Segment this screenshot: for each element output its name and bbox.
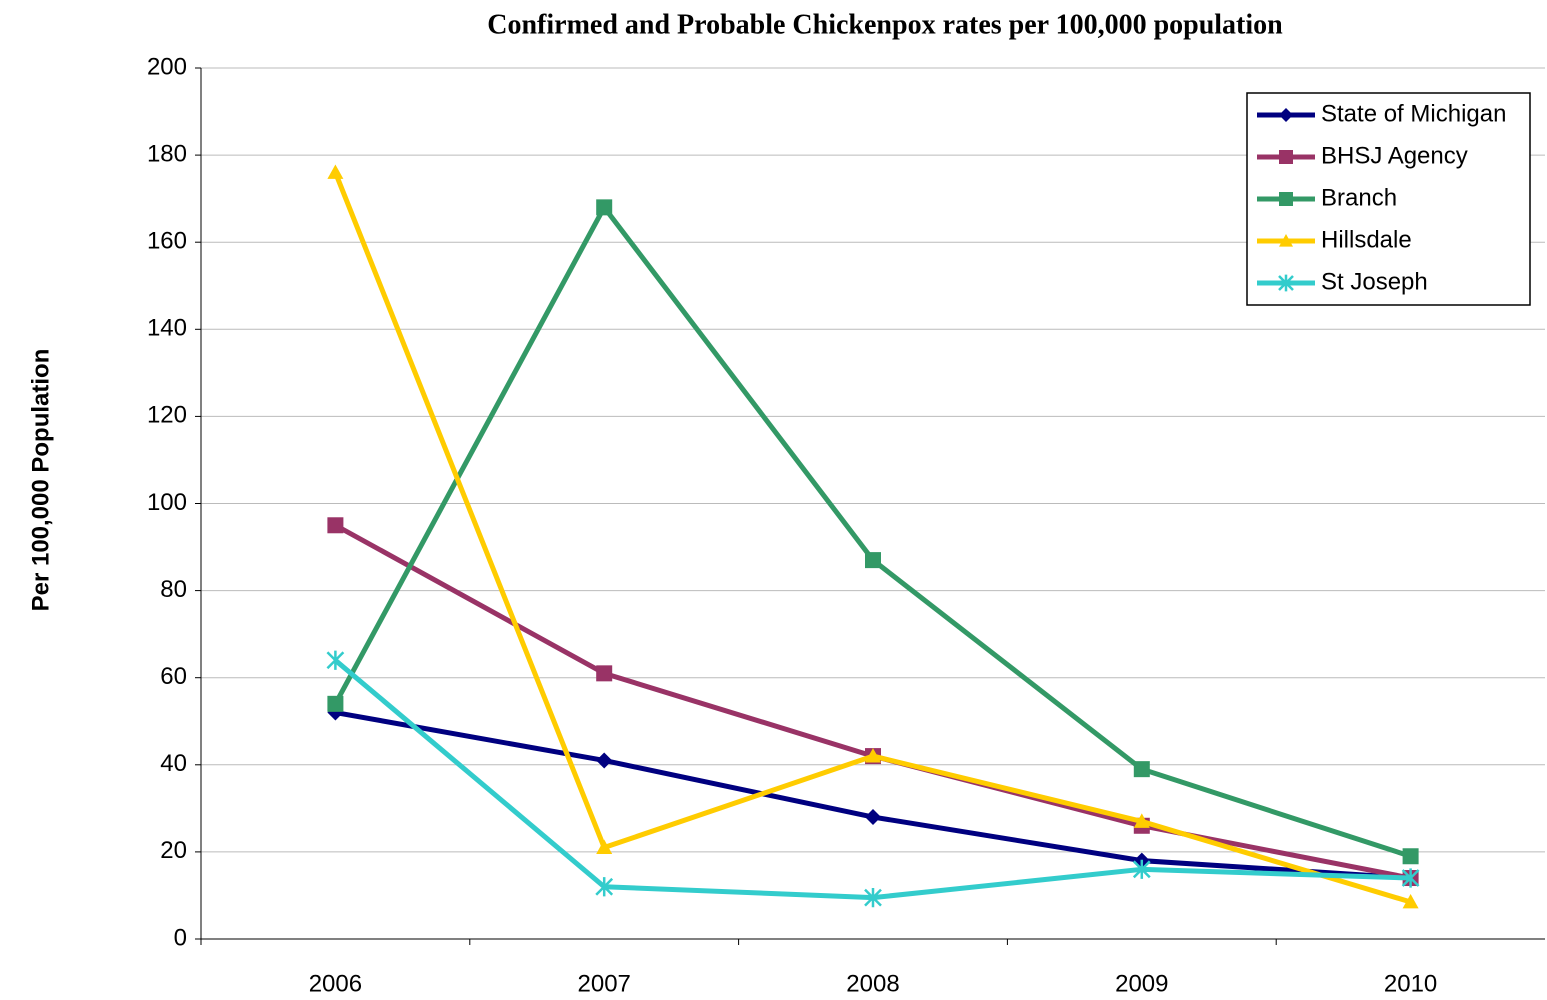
marker (1278, 274, 1294, 292)
marker (596, 665, 613, 682)
marker (326, 650, 345, 670)
y-tick-label: 40 (160, 750, 187, 777)
marker (596, 839, 613, 854)
y-tick-label: 100 (147, 489, 187, 516)
y-tick-label: 160 (147, 228, 187, 255)
y-tick-label: 180 (147, 140, 187, 167)
marker (327, 164, 344, 179)
x-tick-label: 2008 (846, 970, 899, 997)
x-tick-label: 2006 (309, 970, 362, 997)
marker (1279, 234, 1293, 247)
y-tick-label: 80 (160, 576, 187, 603)
y-axis-label: Per 100,000 Population (27, 349, 54, 612)
marker (865, 809, 881, 826)
marker (864, 888, 882, 908)
series-line (333, 658, 1411, 901)
legend-label: Hillsdale (1321, 226, 1412, 253)
y-tick-label: 0 (174, 924, 187, 951)
marker (865, 748, 881, 763)
y-tick-label: 140 (147, 315, 187, 342)
legend-label: St Joseph (1321, 268, 1428, 295)
marker (596, 752, 613, 769)
x-tick-label: 2009 (1115, 970, 1168, 997)
marker (1279, 108, 1293, 122)
marker (1279, 192, 1293, 206)
x-tick-label: 2010 (1384, 970, 1437, 997)
y-tick-label: 20 (160, 837, 187, 864)
marker (1279, 150, 1293, 164)
marker (596, 199, 613, 216)
legend-label: BHSJ Agency (1321, 142, 1468, 169)
marker (327, 517, 344, 534)
marker (1132, 859, 1151, 879)
y-tick-label: 120 (147, 402, 187, 429)
marker (327, 695, 344, 712)
y-tick-label: 60 (160, 663, 187, 690)
marker (1133, 813, 1150, 828)
chart-title: Confirmed and Probable Chickenpox rates … (487, 9, 1283, 40)
y-tick-label: 200 (147, 53, 187, 80)
marker (1133, 761, 1150, 778)
legend-label: Branch (1321, 184, 1397, 211)
legend-label: State of Michigan (1321, 100, 1506, 127)
marker (1402, 848, 1419, 865)
marker (1402, 893, 1419, 909)
marker (595, 877, 614, 897)
marker (865, 552, 881, 569)
x-tick-label: 2007 (578, 970, 631, 997)
marker (1401, 868, 1420, 888)
